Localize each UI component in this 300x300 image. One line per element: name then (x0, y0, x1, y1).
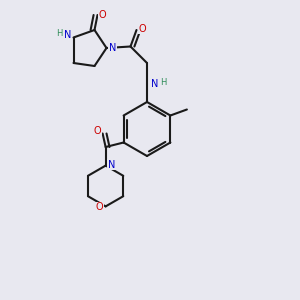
Text: N: N (151, 79, 158, 89)
Text: H: H (160, 78, 167, 87)
Text: N: N (109, 43, 116, 53)
Text: O: O (93, 126, 101, 136)
Text: N: N (108, 160, 115, 170)
Text: O: O (96, 202, 104, 212)
Text: O: O (139, 23, 146, 34)
Text: O: O (98, 10, 106, 20)
Text: N: N (64, 29, 71, 40)
Text: H: H (56, 28, 62, 38)
